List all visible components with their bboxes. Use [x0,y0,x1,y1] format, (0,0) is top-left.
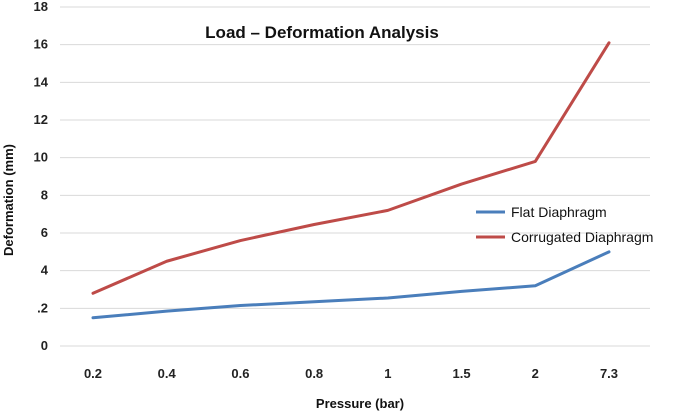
y-tick-label: 6 [41,225,48,240]
legend-label-flat: Flat Diaphragm [511,204,607,220]
y-tick-label: 16 [34,37,48,52]
x-axis-label: Pressure (bar) [316,396,404,411]
x-tick-label: 0.6 [231,366,249,381]
legend-item-flat: Flat Diaphragm [476,204,607,220]
x-tick-label: 2 [532,366,539,381]
y-tick-label: 8 [41,187,48,202]
y-tick-label: 14 [34,74,49,89]
y-tick-label: 12 [34,112,48,127]
x-tick-label: 0.2 [84,366,102,381]
legend: Flat Diaphragm Corrugated Diaphragm [476,204,653,245]
x-tick-label: 0.8 [305,366,323,381]
x-tick-label: 0.4 [158,366,177,381]
series-line-corrugated [91,41,611,295]
x-tick-label: 7.3 [600,366,618,381]
series-lines [91,41,611,320]
grid-lines [60,6,650,347]
y-tick-label: .2 [37,300,48,315]
y-tick-label: 10 [34,150,48,165]
legend-label-corrugated: Corrugated Diaphragm [511,229,653,245]
chart-title: Load – Deformation Analysis [205,23,439,42]
x-axis-ticks: 0.2 0.4 0.6 0.8 1 1.5 2 7.3 [84,366,618,381]
y-tick-label: 18 [34,0,48,14]
y-tick-label: 0 [41,338,48,353]
legend-item-corrugated: Corrugated Diaphragm [476,229,653,245]
y-axis-label: Deformation (mm) [1,144,16,256]
y-tick-label: 4 [41,263,49,278]
series-line-flat [91,250,611,320]
y-axis-ticks: 0 .2 4 6 8 10 12 14 16 18 [34,0,49,353]
x-tick-label: 1.5 [453,366,471,381]
x-tick-label: 1 [384,366,391,381]
